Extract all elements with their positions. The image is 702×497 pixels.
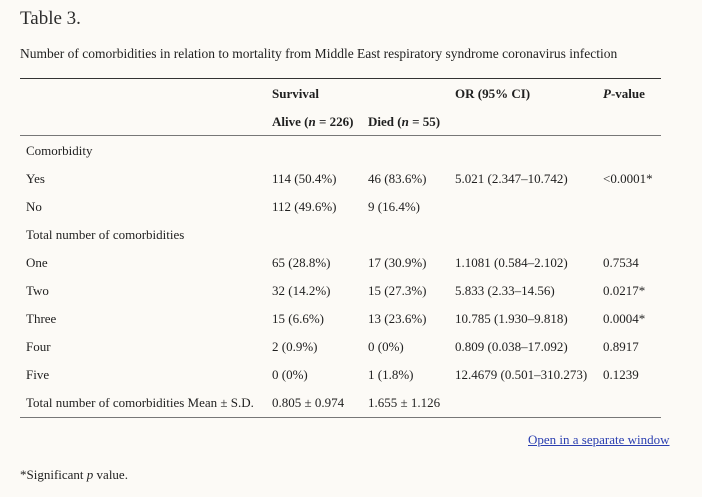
cell-alive: 112 (49.6%) bbox=[272, 199, 337, 214]
cell-or: 12.4679 (0.501–310.273) bbox=[455, 367, 588, 382]
cell-alive: 0 (0%) bbox=[272, 367, 308, 382]
header-died: Died (n = 55) bbox=[368, 114, 441, 129]
cell-died: 46 (83.6%) bbox=[368, 171, 427, 186]
cell-label: Five bbox=[26, 367, 50, 382]
header-alive: Alive (n = 226) bbox=[272, 114, 354, 129]
cell-label: Total number of comorbidities bbox=[26, 227, 185, 242]
cell-p: 0.1239 bbox=[603, 367, 639, 382]
open-separate-window-link[interactable]: Open in a separate window bbox=[528, 432, 670, 447]
table-top-rule bbox=[20, 78, 661, 79]
cell-p: <0.0001* bbox=[603, 171, 653, 186]
cell-or: 0.809 (0.038–17.092) bbox=[455, 339, 568, 354]
cell-died: 17 (30.9%) bbox=[368, 255, 427, 270]
header-or: OR (95% CI) bbox=[455, 86, 531, 101]
cell-died: 13 (23.6%) bbox=[368, 311, 427, 326]
table-caption: Number of comorbidities in relation to m… bbox=[20, 46, 618, 61]
cell-or: 1.1081 (0.584–2.102) bbox=[455, 255, 568, 270]
cell-label: Three bbox=[26, 311, 57, 326]
cell-label: Total number of comorbidities Mean ± S.D… bbox=[26, 395, 254, 410]
table-title: Table 3. bbox=[20, 8, 81, 29]
table-header-rule bbox=[20, 135, 661, 136]
cell-or: 10.785 (1.930–9.818) bbox=[455, 311, 568, 326]
cell-died: 9 (16.4%) bbox=[368, 199, 420, 214]
cell-label: Four bbox=[26, 339, 51, 354]
cell-alive: 2 (0.9%) bbox=[272, 339, 318, 354]
cell-label: Yes bbox=[26, 171, 45, 186]
cell-alive: 65 (28.8%) bbox=[272, 255, 331, 270]
footnote: *Significant p value. bbox=[20, 467, 128, 482]
cell-alive: 32 (14.2%) bbox=[272, 283, 331, 298]
cell-label: Two bbox=[26, 283, 49, 298]
cell-died: 0 (0%) bbox=[368, 339, 404, 354]
cell-p: 0.7534 bbox=[603, 255, 639, 270]
cell-p: 0.8917 bbox=[603, 339, 639, 354]
cell-alive: 0.805 ± 0.974 bbox=[272, 395, 345, 410]
cell-or: 5.833 (2.33–14.56) bbox=[455, 283, 555, 298]
cell-alive: 114 (50.4%) bbox=[272, 171, 337, 186]
table-bottom-rule bbox=[20, 417, 661, 418]
cell-died: 1 (1.8%) bbox=[368, 367, 414, 382]
header-p-value: P-value bbox=[603, 86, 645, 101]
cell-p: 0.0217* bbox=[603, 283, 646, 298]
cell-p: 0.0004* bbox=[603, 311, 646, 326]
cell-label: No bbox=[26, 199, 42, 214]
cell-died: 1.655 ± 1.126 bbox=[368, 395, 441, 410]
cell-died: 15 (27.3%) bbox=[368, 283, 427, 298]
cell-label: One bbox=[26, 255, 48, 270]
header-survival: Survival bbox=[272, 86, 319, 101]
cell-alive: 15 (6.6%) bbox=[272, 311, 324, 326]
cell-or: 5.021 (2.347–10.742) bbox=[455, 171, 568, 186]
cell-label: Comorbidity bbox=[26, 143, 93, 158]
